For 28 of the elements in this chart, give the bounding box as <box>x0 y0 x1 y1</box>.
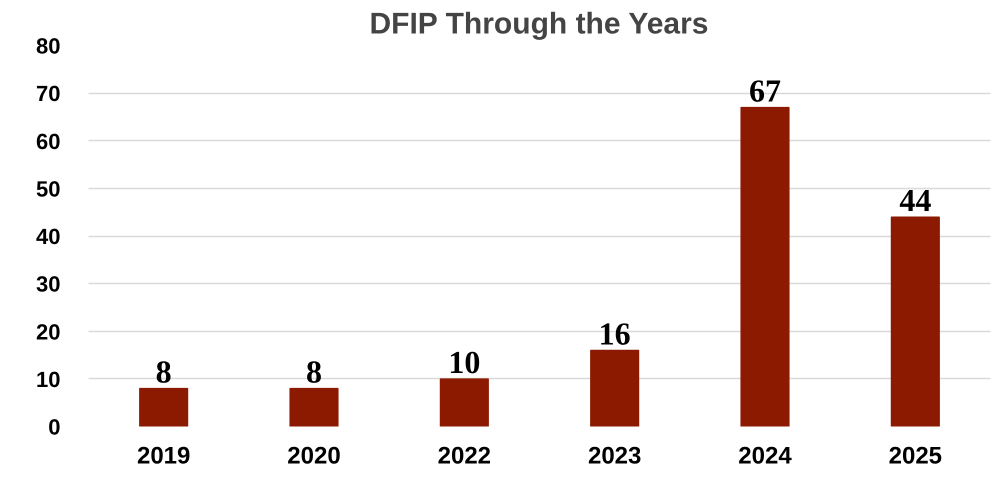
y-tick-label: 50 <box>36 176 61 202</box>
data-label: 16 <box>598 315 631 352</box>
y-tick-label: 30 <box>36 272 61 297</box>
bar <box>440 378 489 426</box>
chart-title: DFIP Through the Years <box>369 8 708 40</box>
y-tick-label: 80 <box>36 34 61 58</box>
data-label: 10 <box>448 344 480 380</box>
bar <box>740 106 790 426</box>
y-tick-label: 40 <box>36 224 61 249</box>
x-tick-label: 2020 <box>287 442 341 470</box>
x-tick-label: 2025 <box>888 442 942 470</box>
data-label: 44 <box>899 182 932 218</box>
bar <box>590 350 640 426</box>
x-tick-label: 2024 <box>738 442 792 470</box>
data-label: 8 <box>156 353 172 390</box>
x-tick-label: 2019 <box>136 442 190 470</box>
bar <box>289 388 339 426</box>
bar <box>890 216 940 426</box>
data-label: 8 <box>306 353 322 390</box>
bar <box>139 388 188 426</box>
y-tick-label: 0 <box>48 414 61 440</box>
y-tick-label: 70 <box>36 81 61 106</box>
data-label: 67 <box>749 72 781 108</box>
y-tick-label: 20 <box>36 319 61 344</box>
y-tick-label: 60 <box>36 128 61 154</box>
y-tick-label: 10 <box>36 366 61 392</box>
x-tick-label: 2022 <box>438 442 492 470</box>
x-tick-label: 2023 <box>588 442 642 470</box>
